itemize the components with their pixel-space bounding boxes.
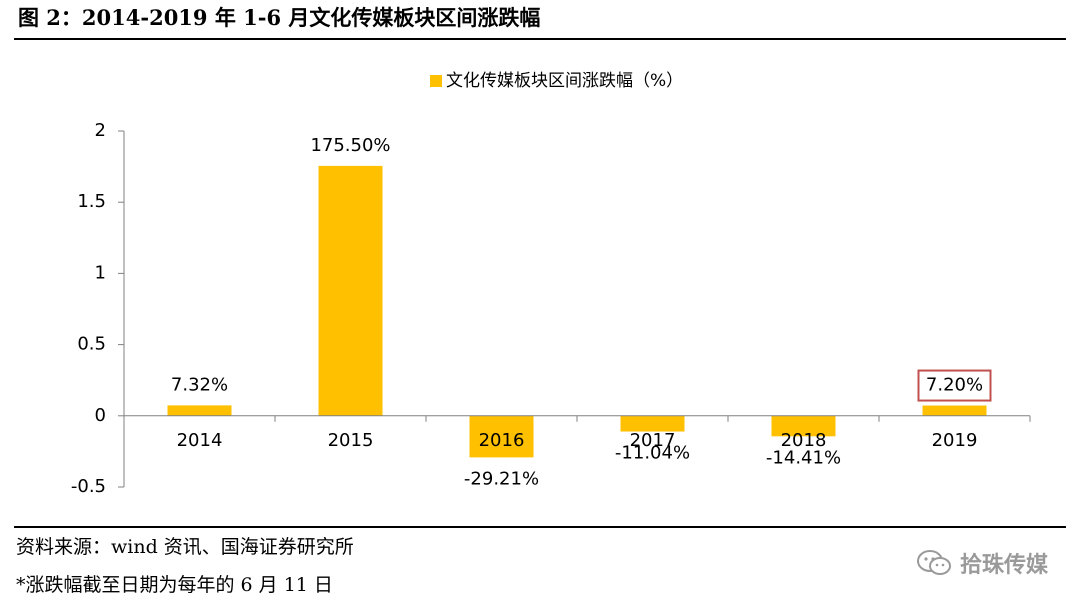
highlight-box [917, 369, 992, 402]
watermark-text: 拾珠传媒 [959, 553, 1048, 578]
legend-swatch [430, 75, 442, 87]
data-label: -14.41% [766, 447, 841, 468]
bar-2015 [318, 165, 383, 416]
x-tick-label: 2015 [328, 430, 374, 451]
legend-label: 文化传媒板块区间涨跌幅（%） [446, 71, 683, 91]
data-label: 175.50% [310, 135, 390, 156]
y-tick-label: 2 [95, 120, 106, 141]
data-label: -29.21% [464, 468, 539, 489]
x-tick-label: 2018 [781, 430, 827, 451]
data-label: -11.04% [615, 443, 690, 464]
x-tick-label: 2014 [177, 430, 223, 451]
data-label: 7.20% [926, 375, 983, 396]
x-tick-label: 2016 [479, 430, 525, 451]
bar-2017 [620, 415, 685, 432]
wechat-icon [916, 550, 951, 575]
data-label: 7.32% [171, 374, 228, 395]
x-tick-label: 2017 [630, 430, 676, 451]
legend: 文化传媒板块区间涨跌幅（%） [430, 71, 683, 91]
bottom-rule [14, 526, 1066, 528]
y-tick-label: 1 [95, 262, 106, 283]
date-footnote: *涨跌幅截至日期为每年的 6 月 11 日 [16, 574, 333, 596]
bar-2019 [922, 405, 987, 416]
y-tick-label: -0.5 [71, 476, 106, 497]
bar-2014 [167, 405, 232, 416]
top-rule [14, 38, 1066, 40]
source-note: 资料来源：wind 资讯、国海证券研究所 [16, 536, 354, 558]
y-tick-label: 0 [95, 405, 106, 426]
bar-2016 [469, 415, 534, 458]
bar-chart: 文化传媒板块区间涨跌幅（%） -0.5 0 0.5 1 1.5 2 2014 2015 2016 2… [71, 71, 1031, 497]
figure-title: 图 2：2014-2019 年 1-6 月文化传媒板块区间涨跌幅 [18, 5, 541, 30]
y-tick-label: 1.5 [77, 191, 106, 212]
y-tick-label: 0.5 [77, 334, 106, 355]
x-tick-label: 2019 [932, 430, 978, 451]
bar-2018 [771, 415, 836, 437]
watermark: 拾珠传媒 [916, 547, 1048, 579]
